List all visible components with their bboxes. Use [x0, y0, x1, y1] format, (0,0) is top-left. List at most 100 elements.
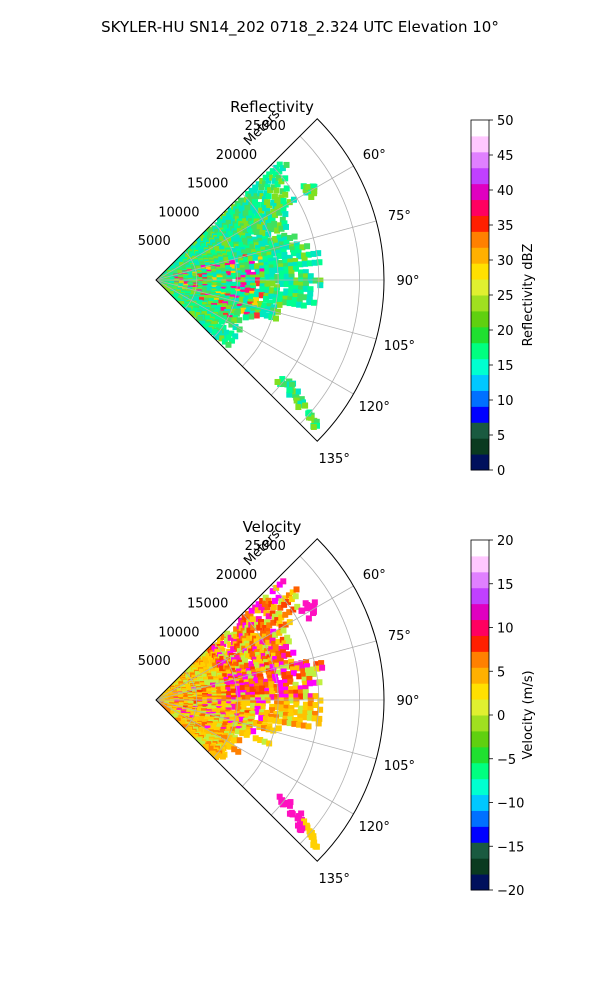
radar-cell [306, 675, 313, 682]
radar-cell [221, 273, 228, 280]
radar-cell [259, 193, 266, 200]
radar-cell [301, 676, 308, 683]
radar-cell [215, 709, 222, 716]
radar-cell [214, 294, 221, 301]
radar-cell [178, 300, 185, 307]
radar-cell [214, 679, 221, 686]
radar-cell [253, 677, 260, 684]
colorbar-tick-label: 45 [497, 149, 514, 164]
radar-cell [277, 679, 284, 686]
radar-cell [317, 697, 324, 704]
radar-cell [229, 264, 236, 271]
colorbar-segment [471, 619, 489, 636]
colorbar-segment [471, 374, 489, 391]
radar-cell [277, 604, 284, 611]
radar-cell [269, 280, 276, 287]
radar-cell [269, 588, 276, 595]
radar-cell [318, 660, 325, 667]
radar-cell [268, 226, 275, 233]
radar-cell [297, 685, 304, 692]
radar-cell [260, 246, 267, 253]
radar-cell [270, 667, 277, 674]
radar-cell [259, 685, 266, 692]
radar-cell [266, 671, 273, 678]
radar-cell [296, 253, 303, 260]
radar-cell [171, 294, 178, 301]
radar-cell [270, 604, 277, 611]
radar-cell [274, 662, 281, 669]
radar-cell [239, 664, 246, 671]
radar-cell [277, 657, 284, 664]
radar-cell [249, 616, 256, 623]
radar-cell [217, 241, 224, 248]
radar-cell [288, 285, 295, 292]
range-tick-label: 15000 [187, 597, 228, 612]
radar-cell [306, 294, 313, 301]
radar-cell [281, 652, 288, 659]
radar-cell [270, 199, 277, 206]
radar-cell [286, 671, 293, 678]
figure-suptitle: SKYLER-HU SN14_202 0718_2.324 UTC Elevat… [101, 18, 499, 37]
radar-cell [282, 175, 289, 182]
azimuth-gridline [155, 279, 354, 395]
radar-cell [261, 656, 268, 663]
colorbar-segment [471, 454, 489, 471]
theta-tick-label: 75° [388, 209, 411, 224]
radar-cell [213, 664, 220, 671]
radar-cell [168, 710, 175, 717]
radar-cell [272, 297, 279, 304]
radar-cell [298, 396, 305, 403]
reflectivity-panel: Reflectivity 60° 75° 90° 105° 120° 135° 5000 10… [138, 98, 536, 479]
radar-cell [258, 679, 265, 686]
radar-cell [283, 660, 290, 667]
radar-cell [310, 603, 317, 610]
radar-cell [264, 199, 271, 206]
radar-cell [290, 606, 297, 613]
colorbar-segment [471, 390, 489, 407]
radar-cell [234, 263, 241, 270]
colorbar-segment [471, 247, 489, 264]
radar-cell [283, 262, 290, 269]
radar-cell [236, 317, 243, 324]
colorbar-tick-label: 40 [497, 184, 514, 199]
radar-cell [300, 302, 307, 309]
radar-cell [281, 220, 288, 227]
radar-cell [278, 686, 285, 693]
radar-cell [222, 241, 229, 248]
radar-cell [241, 657, 248, 664]
radar-cell [210, 304, 217, 311]
radar-cell [265, 726, 272, 733]
radar-cell [229, 290, 236, 297]
radar-cell [261, 249, 268, 256]
colorbar-tick-label: 20 [497, 534, 514, 549]
radar-cell [268, 293, 275, 300]
radar-cell [306, 299, 313, 306]
radar-cell [288, 269, 295, 276]
radar-cell [288, 273, 295, 280]
radar-cell [278, 194, 285, 201]
radar-cell [232, 252, 239, 259]
radar-cell [225, 271, 232, 278]
radar-cell [304, 663, 311, 670]
colorbar-tick-label: 5 [497, 665, 505, 680]
radar-cell [293, 241, 300, 248]
radar-cell [265, 613, 272, 620]
radar-cell [235, 692, 242, 699]
radar-cell [283, 690, 290, 697]
radar-cell [284, 634, 291, 641]
radar-cell [233, 256, 240, 263]
radar-cell [219, 647, 226, 654]
radar-cell [263, 264, 270, 271]
radar-cell [260, 630, 267, 637]
radar-cell [265, 651, 272, 658]
radar-cell [221, 659, 228, 666]
radar-cell [292, 289, 299, 296]
colorbar-tick-label: −15 [497, 840, 524, 855]
radar-cell [259, 286, 266, 293]
range-tick-label: 10000 [158, 625, 199, 640]
radar-cell [265, 219, 272, 226]
radar-cell [297, 713, 304, 720]
radar-cell [273, 704, 280, 711]
radar-cell [282, 715, 289, 722]
radar-cell [264, 280, 271, 287]
